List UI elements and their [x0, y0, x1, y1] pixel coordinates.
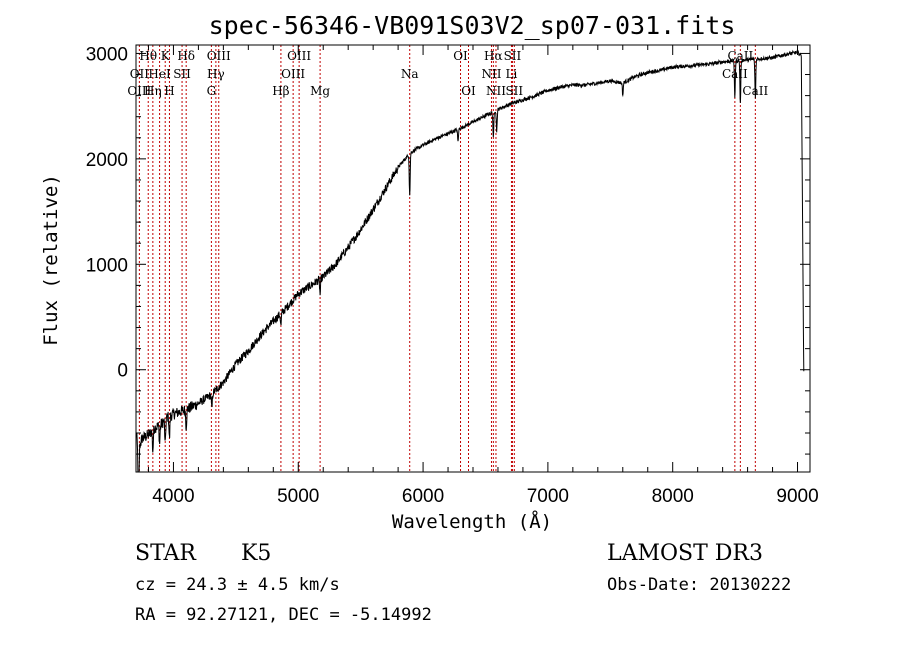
object-class: STAR — [135, 541, 197, 566]
spectral-line-label-1: K — [161, 49, 171, 63]
x-tick-label-0: 4000 — [152, 486, 194, 507]
spectral-line-label-2: Hδ — [177, 49, 195, 63]
y-tick-label-3: 3000 — [86, 44, 128, 65]
spectral-line-label-24: OI — [461, 84, 476, 98]
coordinates: RA = 92.27121, DEC = -5.14992 — [135, 605, 432, 625]
spectral-line-label-18: OIII — [127, 84, 151, 98]
spectral-line-label-9: OII — [130, 67, 150, 81]
spectral-line-label-10: HeI — [148, 67, 171, 81]
x-axis-label: Wavelength (Å) — [392, 510, 552, 533]
x-tick-label-1: 5000 — [277, 486, 319, 507]
plot-frame — [135, 44, 811, 473]
survey-name: LAMOST DR3 — [607, 541, 763, 566]
y-tick-label-2: 2000 — [86, 150, 128, 171]
spectral-line-label-19: Hη — [144, 84, 162, 98]
spectrum-line — [135, 49, 805, 473]
spectral-line-label-13: OIII — [281, 67, 305, 81]
spectral-line-label-12: Hγ — [207, 67, 225, 81]
spectral-line-label-11: SII — [173, 67, 191, 81]
subclass: K5 — [241, 541, 271, 566]
x-tick-label-5: 9000 — [776, 486, 818, 507]
chart-title: spec-56346-VB091S03V2_sp07-031.fits — [209, 11, 736, 40]
spectral-line-label-0: Hθ — [139, 49, 157, 63]
x-tick-label-2: 6000 — [402, 486, 444, 507]
redshift-cz: cz = 24.3 ± 4.5 km/s — [135, 575, 340, 595]
spectral-line-label-3: OIII — [207, 49, 231, 63]
spectral-line-label-25: NII — [486, 84, 506, 98]
obs-date: Obs-Date: 20130222 — [607, 575, 791, 595]
spectral-line-label-5: OI — [453, 49, 468, 63]
x-tick-label-4: 8000 — [652, 486, 694, 507]
spectral-line-label-20: H — [164, 84, 174, 98]
x-tick-label-3: 7000 — [527, 486, 569, 507]
y-axis-label: Flux (relative) — [40, 174, 62, 346]
spectral-line-label-7: SII — [504, 49, 522, 63]
spectral-line-label-16: Li — [506, 67, 518, 81]
spectral-line-label-6: Hα — [484, 49, 503, 63]
spectral-line-label-4: OIII — [287, 49, 311, 63]
y-tick-label-1: 1000 — [86, 255, 128, 276]
spectral-line-label-26: SII — [505, 84, 523, 98]
spectral-line-label-23: Mg — [310, 84, 330, 98]
y-axis-ticks: 0 1000 2000 3000 — [86, 44, 810, 455]
line-marker-group — [138, 45, 756, 472]
x-axis-ticks: 4000 5000 6000 7000 8000 9000 — [147, 45, 819, 507]
spectral-line-label-22: Hβ — [272, 84, 289, 98]
y-tick-label-0: 0 — [117, 361, 128, 382]
spectral-line-label-14: Na — [401, 67, 419, 81]
spectral-line-label-15: NII — [481, 67, 501, 81]
spectral-line-label-21: G — [207, 84, 217, 98]
